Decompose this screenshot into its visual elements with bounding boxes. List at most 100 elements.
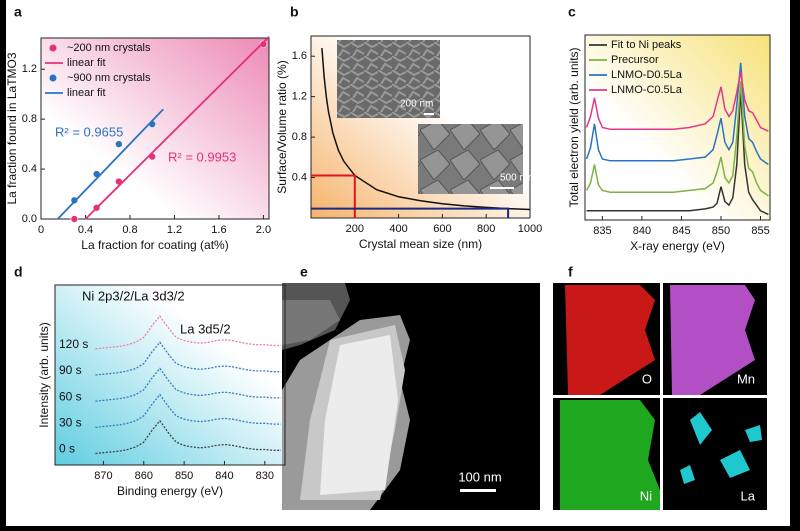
guide-marker [311,174,356,218]
panel-label: f [568,264,573,280]
x-tick-label: 855 [751,225,769,237]
series-line [321,48,531,211]
scale-bar [490,187,514,189]
fit-line [84,36,270,220]
panel-d-background [55,285,285,465]
x-axis-label: X-ray energy (eV) [630,239,725,253]
plot-frame [310,35,531,219]
data-point [70,215,79,223]
x-tick-label: 860 [135,470,153,482]
plot-frame [54,284,286,466]
sem-inset-large [418,124,523,194]
x-tick-label: 0 [38,224,44,236]
x-tick-label: 0.4 [78,224,93,236]
annotation: R² = 0.9953 [168,149,236,164]
legend-label: Precursor [611,54,659,66]
series-label: 30 s [59,416,82,430]
legend-label: linear fit [67,87,106,99]
y-axis-label: Total electron yield (arb. units) [567,47,581,207]
annotation: 500 nm [500,173,533,184]
legend-label: LNMO-C0.5La [611,84,683,96]
x-tick-label: 200 [346,223,364,235]
series-line [95,367,281,402]
series-label: 0 s [59,442,75,456]
panel-label: d [14,264,23,280]
x-tick-label: 850 [175,470,193,482]
series-line [95,315,281,350]
series-line [585,62,769,166]
series-line [585,71,769,132]
sem-inset-small [337,40,440,118]
fit-line [57,108,164,220]
x-tick-label: 1000 [518,223,542,235]
panel-label: c [568,4,576,20]
x-axis-label: Binding energy (eV) [117,484,223,498]
map-label: Mn [737,371,755,386]
y-axis-label: Surface/Volume ratio (%) [275,60,289,193]
series-label: 60 s [59,389,82,403]
x-tick-label: 600 [433,223,451,235]
legend-label: LNMO-D0.5La [611,69,683,81]
series-line [585,81,769,197]
x-tick-label: 800 [477,223,495,235]
data-point [259,40,268,49]
panel-label: a [14,4,22,20]
series-line [586,90,769,216]
panel-e-image [282,283,540,510]
scale-bar [460,489,496,492]
x-tick-label: 0.8 [122,224,137,236]
legend-label: Fit to Ni peaks [611,39,682,51]
y-tick-label: 0.4 [292,171,307,183]
y-tick-label: 0.4 [22,163,37,175]
x-tick-label: 845 [672,225,690,237]
y-tick-label: 0.0 [22,213,37,225]
x-axis-label: Crystal mean size (nm) [359,237,482,251]
y-tick-label: 1.2 [22,63,37,75]
legend-label: ~200 nm crystals [67,42,151,54]
panel-a-background [41,38,269,219]
series-label: 90 s [59,363,82,377]
series-line [95,393,281,429]
legend-label: ~900 nm crystals [67,72,151,84]
x-tick-label: 2.0 [256,224,271,236]
legend-label: linear fit [67,57,106,69]
annotation: La 3d5/2 [180,321,231,336]
x-axis-label: La fraction for coating (at%) [81,238,228,252]
x-tick-label: 840 [633,225,651,237]
y-tick-label: 1.6 [292,50,307,62]
legend-marker [49,44,57,52]
panel-label: e [300,264,308,280]
plot-frame [40,37,270,220]
y-tick-label: 1.2 [292,91,307,103]
plot-frame [584,34,771,221]
x-tick-label: 400 [389,223,407,235]
legend-marker [49,74,57,82]
x-tick-label: 870 [94,470,112,482]
x-tick-label: 1.6 [211,224,226,236]
x-tick-label: 835 [593,225,611,237]
guide-marker [311,207,510,218]
y-tick-label: 0.8 [22,113,37,125]
x-tick-label: 1.2 [167,224,182,236]
x-tick-label: 840 [215,470,233,482]
annotation: 200 nm [400,99,433,110]
y-axis-label: Intensity (arb. units) [37,322,51,427]
map-label: La [741,488,756,503]
series-line [95,341,281,376]
y-axis-label: La fraction found in LaTMO3 [5,52,19,204]
annotation: R² = 0.9655 [55,124,123,139]
map-label: Ni [640,488,652,503]
series-line [95,419,281,455]
map-label: O [642,371,652,386]
data-point [70,196,79,205]
scale-bar-label: 100 nm [458,469,501,484]
series-label: 120 s [59,337,88,351]
x-tick-label: 850 [712,225,730,237]
data-point [115,140,123,148]
panel-label: b [290,4,299,20]
panel-f-image [553,283,767,510]
y-tick-label: 0.8 [292,131,307,143]
x-tick-label: 830 [256,470,274,482]
